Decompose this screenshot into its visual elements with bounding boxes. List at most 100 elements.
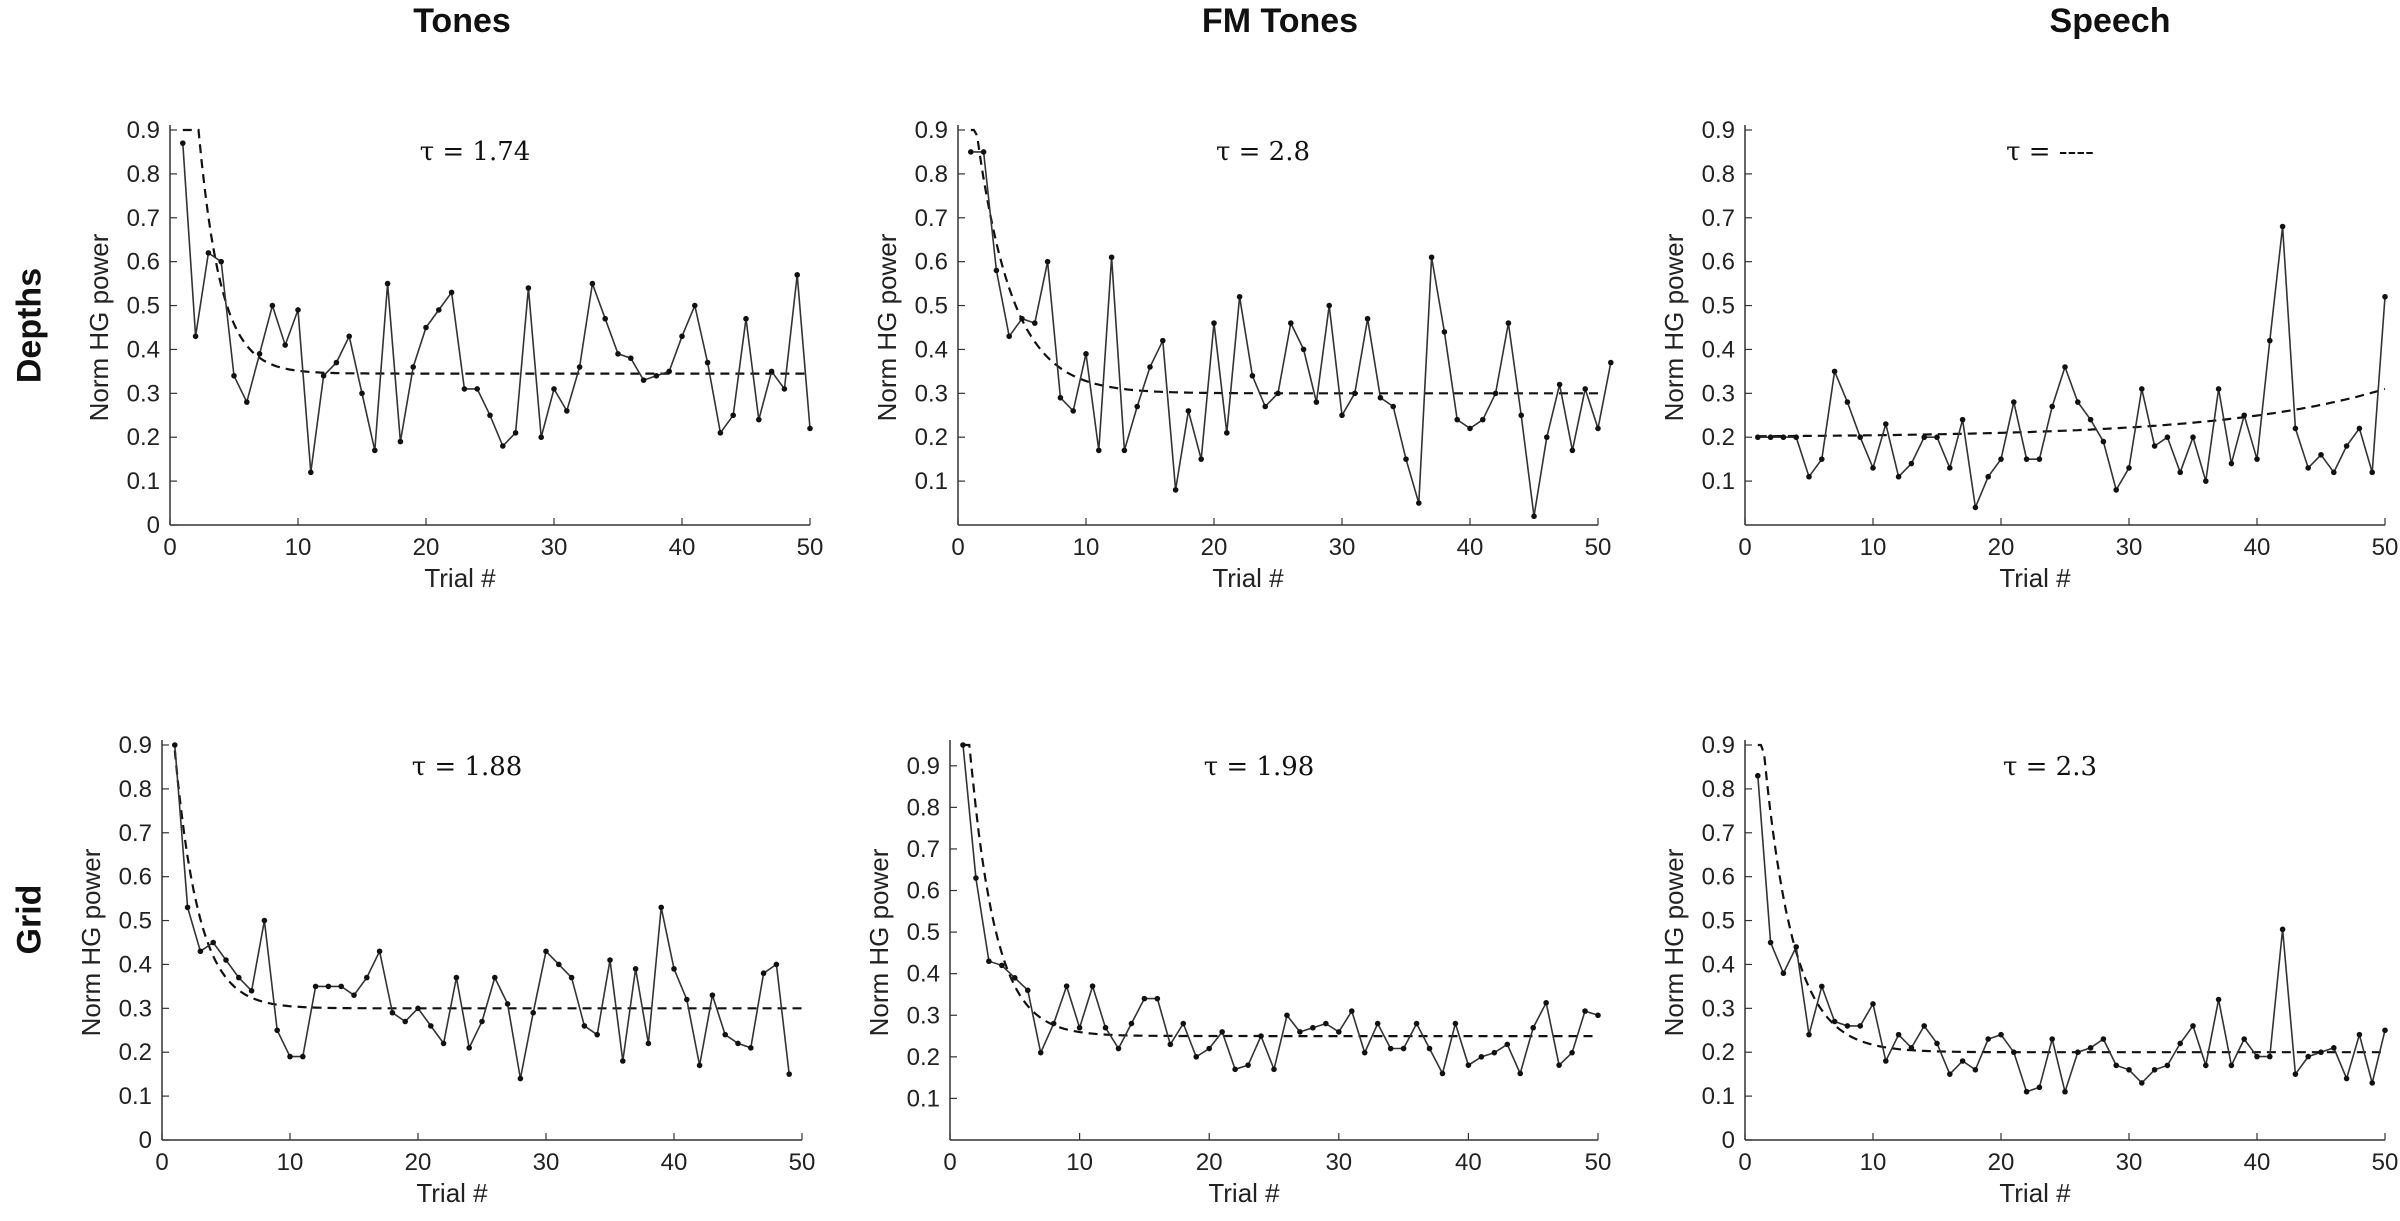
data-point [1755,772,1761,779]
tau-annotation: τ = 1.88 [412,752,523,782]
data-point [1767,939,1774,946]
data-point [1480,416,1486,423]
data-point [980,149,987,155]
y-tick-label: 0.3 [907,1002,940,1029]
data-point [1374,1020,1381,1027]
data-point [376,948,383,955]
x-tick-label: 10 [285,534,312,561]
y-tick-label: 0.9 [1702,732,1735,759]
x-tick-label: 0 [163,534,176,561]
data-point [1032,320,1038,326]
data-point [1530,1024,1536,1031]
chart-panel-5: 0.1 0.2 0.3 0.4 0.5 0.6 0.7 0.8 0.9 0 10 20 30 40 50 Tr… [864,740,1611,1208]
data-point [748,1045,754,1051]
data-point [1908,460,1915,467]
data-point [2241,412,2247,419]
data-line [970,151,1612,517]
data-point [1390,403,1396,410]
y-tick-label: 0.1 [119,1083,152,1110]
data-point [1857,434,1863,441]
data-point [1249,372,1256,379]
data-point [1006,333,1012,340]
y-tick-label: 0.8 [915,161,948,188]
data-point [1364,315,1371,322]
data-point [1972,504,1979,511]
data-point [709,992,716,998]
data-point [968,149,974,155]
data-point [1819,456,1825,462]
data-point [2113,1062,2119,1069]
y-tick-label: 0.6 [1702,249,1735,276]
data-point [223,957,229,963]
y-tick-label: 0.4 [1702,336,1735,363]
data-point [2382,1027,2388,1034]
data-point [1115,1045,1122,1052]
data-point [2228,460,2235,467]
data-point [696,1062,703,1069]
data-point [274,1027,281,1034]
y-tick-label: 0.5 [915,293,948,320]
data-point [423,324,429,331]
data-point [180,140,186,146]
data-point [2087,416,2094,423]
data-point [1985,1036,1991,1042]
data-point [1180,1020,1187,1027]
data-point [1755,434,1761,441]
data-point [1387,1045,1394,1052]
x-tick-label: 50 [789,1149,816,1176]
y-tick-label: 0.8 [127,161,160,188]
data-point [1883,421,1889,427]
data-point [474,386,481,392]
data-point [1517,1070,1524,1077]
data-point [1959,1058,1966,1064]
data-point [197,948,204,955]
data-point [282,342,289,348]
data-point [684,996,690,1003]
data-point [1582,1008,1588,1014]
data-point [1452,1020,1459,1027]
y-axis-label: Norm HG power [84,233,114,421]
data-point [2305,465,2311,471]
data-point [1121,447,1128,454]
data-point [1413,1020,1420,1027]
data-point [2279,926,2286,933]
chart-panel-1: 0 0.1 0.2 0.3 0.4 0.5 0.6 0.7 0.8 0.9 0 10 20 30 40 50 T… [84,117,823,593]
data-point [1819,983,1825,990]
data-point [1416,500,1422,506]
data-point [1595,1012,1601,1019]
data-point [1323,1020,1329,1027]
data-point [1089,983,1096,989]
x-tick-label: 50 [1585,534,1612,561]
data-point [2075,399,2081,405]
data-point [372,447,378,454]
data-point [2343,1075,2350,1082]
data-point [807,425,813,432]
y-axis-label: Norm HG power [1659,848,1689,1036]
x-tick-label: 30 [533,1149,560,1176]
data-point [1134,403,1140,410]
data-point [1934,434,1940,441]
data-point [2267,337,2273,344]
data-point [525,285,532,291]
data-point [735,1040,741,1047]
data-line [1757,226,2386,511]
y-tick-label: 0.8 [1702,776,1735,803]
y-tick-label: 0.3 [1702,380,1735,407]
data-point [1531,513,1537,520]
x-tick-label: 40 [1455,1149,1482,1176]
data-point [1050,1020,1057,1027]
data-point [1336,1029,1342,1035]
data-point [269,302,276,309]
data-point [1326,302,1332,309]
data-point [436,307,442,313]
data-point [773,961,780,968]
data-point [1543,999,1549,1006]
data-point [351,992,357,998]
data-line [174,744,790,1079]
chart-panel-6: 0 0.1 0.2 0.3 0.4 0.5 0.6 0.7 0.8 0.9 0 10 20 30 40 50 T… [1659,732,2398,1208]
y-tick-label: 0.7 [1702,205,1735,232]
y-tick-label: 0.4 [907,961,940,988]
y-tick-label: 0.5 [119,908,152,935]
data-point [1037,1049,1044,1056]
y-tick-label: 0.2 [1702,1039,1735,1066]
